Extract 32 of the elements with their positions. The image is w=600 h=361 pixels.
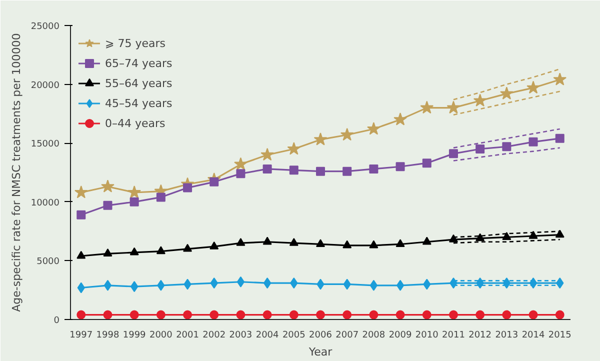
x-tick-label: 2012: [468, 330, 492, 340]
x-tick-label: 2001: [176, 330, 199, 340]
x-tick-label: 2005: [282, 330, 306, 340]
x-tick-label: 1997: [70, 330, 93, 340]
legend-label: 55–64 years: [105, 76, 172, 90]
y-tick-label: 15000: [30, 140, 60, 150]
x-tick-label: 1998: [96, 330, 120, 340]
x-tick-label: 1999: [122, 330, 146, 340]
x-tick-label: 2009: [388, 330, 412, 340]
x-tick-label: 2014: [522, 330, 545, 340]
x-axis-title: Year: [308, 346, 333, 358]
legend-label: 45–54 years: [105, 96, 172, 110]
x-tick-label: 2011: [442, 330, 465, 340]
x-tick-label: 2013: [495, 330, 518, 340]
y-tick-label: 5000: [36, 257, 60, 268]
x-tick-label: 2000: [149, 330, 173, 340]
legend-label: 0–44 years: [105, 116, 166, 130]
y-tick-label: 0: [54, 316, 60, 326]
legend-label: 65–74 years: [105, 56, 172, 70]
y-tick-label: 25000: [30, 22, 60, 32]
y-tick-label: 10000: [30, 198, 60, 208]
x-tick-label: 2010: [415, 330, 439, 340]
x-tick-label: 2002: [202, 330, 226, 340]
x-tick-label: 2006: [309, 330, 332, 340]
x-tick-label: 2015: [548, 330, 572, 340]
x-tick-label: 2008: [362, 330, 386, 340]
x-tick-label: 2003: [229, 330, 252, 340]
y-axis-title: Age-specific rate for NMSC treatments per 100000: [10, 33, 23, 312]
x-tick-label: 2004: [256, 330, 280, 340]
y-tick-label: 20000: [30, 80, 60, 91]
x-tick-label: 2007: [336, 330, 359, 340]
legend-label: ⩾ 75 years: [105, 36, 166, 50]
